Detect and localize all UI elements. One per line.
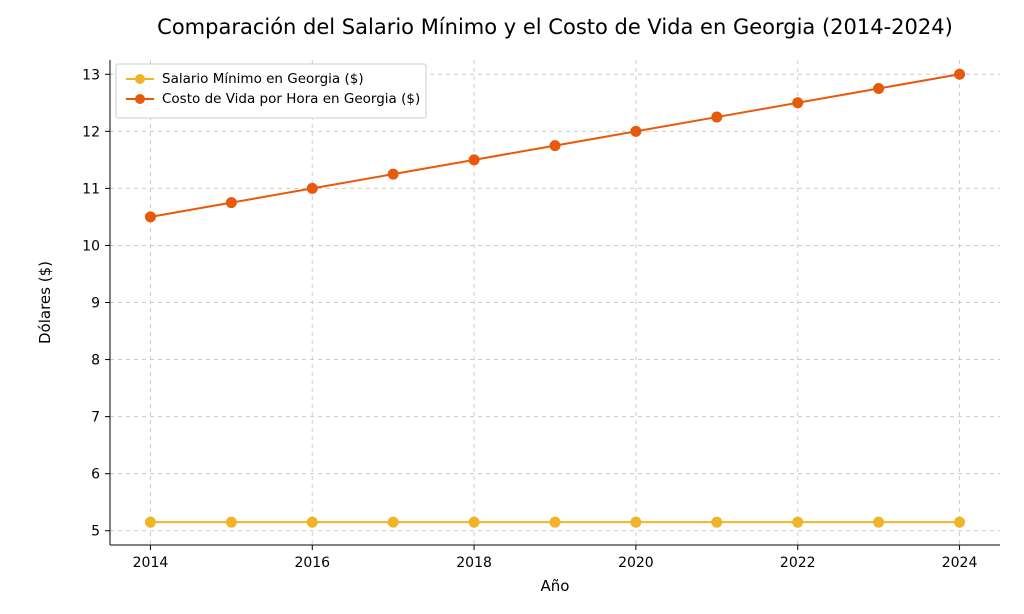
series-marker (307, 183, 317, 193)
series-marker (307, 517, 317, 527)
series-marker (145, 517, 155, 527)
series-marker (712, 517, 722, 527)
series-marker (550, 141, 560, 151)
y-tick-label: 11 (82, 181, 100, 197)
series-marker (874, 84, 884, 94)
y-tick-label: 13 (82, 67, 100, 83)
series-marker (469, 517, 479, 527)
series-marker (793, 98, 803, 108)
chart-container: 2014 2016 2018 2020 2022 2024 5 6 7 8 9 10 11 12 13 Año… (0, 0, 1024, 614)
series-marker (955, 69, 965, 79)
series-marker (793, 517, 803, 527)
series-marker (145, 212, 155, 222)
legend-label: Salario Mínimo en Georgia ($) (162, 71, 364, 87)
x-tick-label: 2018 (456, 555, 492, 571)
y-tick-label: 6 (91, 467, 100, 483)
y-tick-label: 10 (82, 238, 100, 254)
y-tick-label: 9 (91, 296, 100, 312)
series-marker (955, 517, 965, 527)
series-marker (550, 517, 560, 527)
series-marker (469, 155, 479, 165)
legend-label: Costo de Vida por Hora en Georgia ($) (162, 91, 420, 107)
series-marker (712, 112, 722, 122)
series-marker (388, 169, 398, 179)
y-tick-label: 5 (91, 524, 100, 540)
series-marker (631, 126, 641, 136)
y-axis-label: Dólares ($) (36, 261, 54, 344)
x-tick-label: 2014 (133, 555, 169, 571)
series-marker (388, 517, 398, 527)
x-axis-label: Año (541, 577, 570, 595)
series-marker (226, 198, 236, 208)
x-tick-label: 2024 (942, 555, 978, 571)
chart-title: Comparación del Salario Mínimo y el Cost… (157, 15, 953, 39)
y-tick-label: 8 (91, 353, 100, 369)
series-marker (874, 517, 884, 527)
y-tick-label: 12 (82, 124, 100, 140)
series-marker (226, 517, 236, 527)
series-marker (631, 517, 641, 527)
legend: Salario Mínimo en Georgia ($) Costo de Vi… (116, 64, 426, 118)
x-tick-label: 2016 (294, 555, 330, 571)
x-tick-label: 2022 (780, 555, 816, 571)
x-tick-label: 2020 (618, 555, 654, 571)
y-tick-label: 7 (91, 410, 100, 426)
line-chart: 2014 2016 2018 2020 2022 2024 5 6 7 8 9 10 11 12 13 Año… (0, 0, 1024, 614)
